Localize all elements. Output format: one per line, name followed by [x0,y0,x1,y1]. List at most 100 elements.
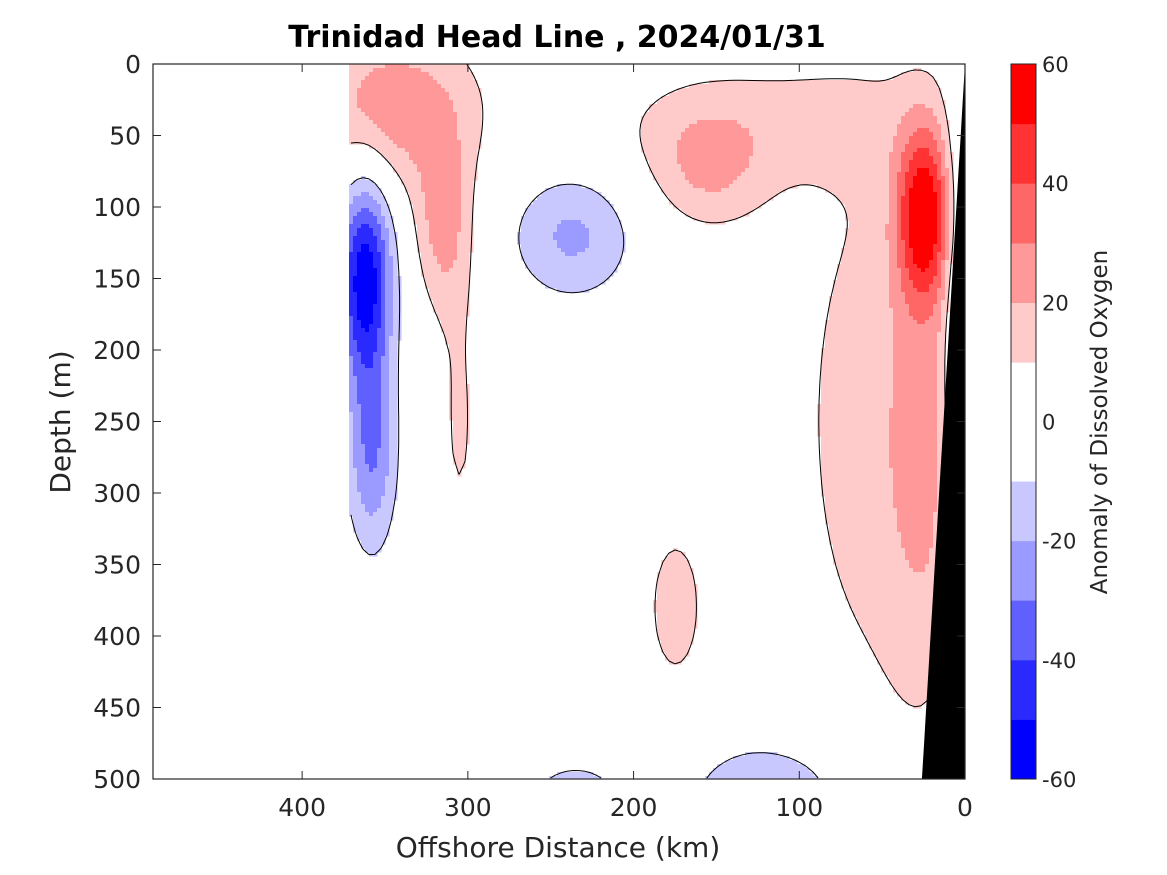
contour-cell-run [449,400,470,405]
contour-cell-run [389,456,398,461]
contour-cell-run [837,272,890,277]
contour-cell-run [389,412,398,417]
contour-cell-run [429,240,458,245]
contour-cell-run [453,456,466,461]
contour-cell-run [349,432,354,437]
contour-cell-run [349,88,358,93]
contour-cell-run [381,324,386,329]
contour-cell-run [349,440,354,445]
contour-cell-run [929,288,938,293]
contour-cell-run [381,428,390,433]
contour-cell-run [349,428,354,433]
contour-cell-run [689,84,938,89]
contour-cell-run [945,264,950,269]
contour-cell-run [457,468,462,473]
contour-cell-run [661,560,690,565]
contour-cell-run [349,484,358,489]
contour-cell-run [889,272,902,277]
contour-cell-run [653,176,686,181]
contour-cell-run [937,364,946,369]
contour-cell-run [365,112,458,117]
contour-cell-run [357,92,450,97]
contour-cell-run [905,252,914,257]
contour-cell-run [933,280,942,285]
contour-cell-run [937,172,942,177]
contour-cell-run [353,456,366,461]
colorbar-bands [1011,63,1036,780]
contour-cell-run [389,432,398,437]
contour-cell-run [945,160,954,165]
contour-cell-run [889,240,898,245]
contour-cell-run [381,300,386,305]
y-tick-label: 150 [93,265,141,294]
contour-cell-run [357,292,378,297]
contour-cell-run [389,452,398,457]
contour-cell-run [393,332,402,337]
contour-cell-run [561,248,586,253]
contour-cell-run [937,372,946,377]
contour-cell-run [825,512,898,517]
contour-cell-run [913,284,930,289]
contour-cell-run [377,348,386,353]
contour-cell-run [461,148,478,153]
contour-cell-run [941,228,946,233]
contour-cell-run [377,460,390,465]
contour-cell-run [357,484,386,489]
contour-cell-run [941,244,946,249]
contour-cell-run [389,344,398,349]
contour-cell-run [889,260,898,265]
contour-cell-run [453,432,470,437]
contour-cell-run [937,216,942,221]
contour-cell-run [893,328,942,333]
contour-cell-run [933,308,942,313]
contour-cell-run [705,776,818,779]
contour-cell-run [821,440,890,445]
contour-cell-run [357,340,378,345]
contour-cell-run [905,192,910,197]
contour-cell-run [349,448,354,453]
y-axis-label: Depth (m) [44,350,77,493]
contour-cell-run [357,296,378,301]
contour-cell-run [665,656,686,661]
contour-cell-run [461,204,474,209]
contour-cell-run [349,416,354,421]
contour-cell-run [385,284,394,289]
contour-cell-run [549,776,602,779]
contour-cell-run [889,276,902,281]
contour-cell-run [353,216,378,221]
contour-cell-run [937,376,946,381]
contour-cell-run [841,580,946,585]
contour-cell-run [937,140,946,145]
contour-cell-run [929,260,938,265]
contour-cell-run [357,388,382,393]
contour-cell-run [461,212,474,217]
contour-cell-run [349,472,358,477]
contour-cell-run [377,296,382,301]
contour-cell-run [909,160,934,165]
contour-cell-run [929,152,942,157]
contour-cell-run [417,240,430,245]
contour-cell-run [937,192,942,197]
contour-cell-run [389,252,398,257]
contour-cell-run [461,228,474,233]
contour-cell-run [901,288,918,293]
contour-cell-run [677,156,750,161]
contour-cell-run [669,196,774,201]
contour-cell-run [353,200,378,205]
contour-cell-run [377,344,386,349]
contour-cell-run [821,480,894,485]
contour-cell-run [449,348,466,353]
contour-cell-run [901,532,934,537]
contour-cell-run [893,372,938,377]
contour-cell-run [529,268,618,273]
contour-cell-run [893,312,910,317]
contour-cell-run [449,408,470,413]
contour-cell-run [381,372,390,377]
contour-cell-run [353,412,362,417]
contour-cell-run [869,644,942,649]
contour-cell-run [369,244,378,249]
contour-cell-run [661,188,706,193]
contour-cell-run [937,208,942,213]
contour-cell-run [641,124,690,129]
contour-cell-run [381,440,390,445]
